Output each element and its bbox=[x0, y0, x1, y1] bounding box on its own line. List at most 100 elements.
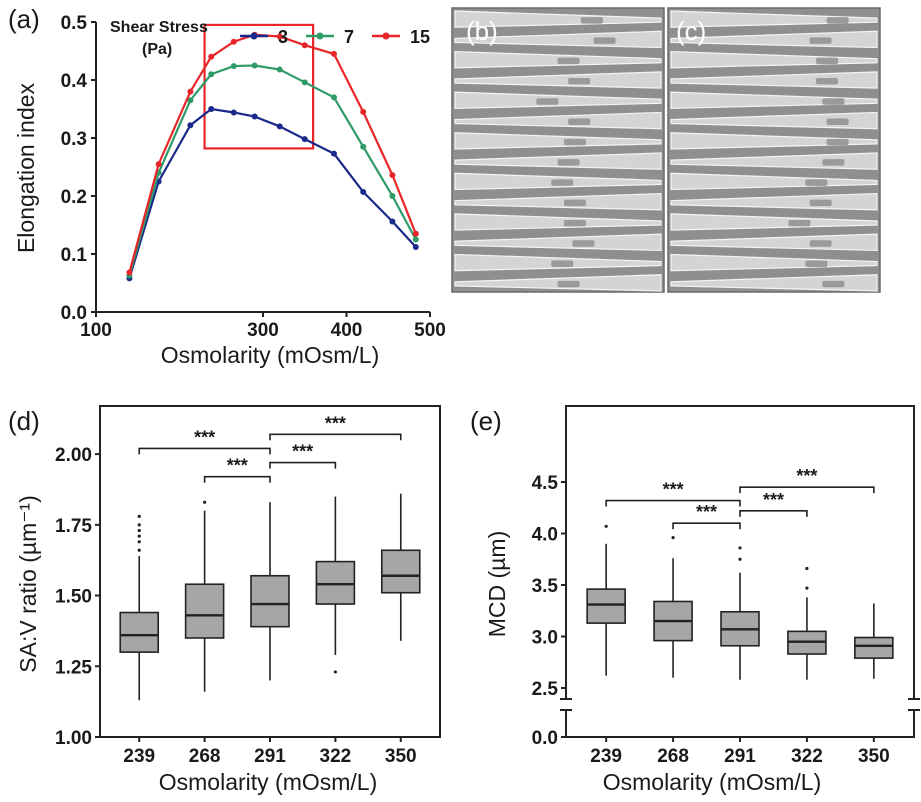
cell bbox=[557, 280, 580, 288]
channel bbox=[670, 213, 878, 231]
outlier-point bbox=[805, 566, 809, 571]
significance-label: *** bbox=[796, 466, 817, 486]
y-tick-label: 4.0 bbox=[532, 525, 558, 546]
cell bbox=[563, 219, 586, 227]
legend-title-line-2: (Pa) bbox=[142, 41, 172, 58]
a-x-tick-label: 400 bbox=[331, 320, 363, 341]
series-15-point bbox=[301, 42, 308, 49]
x-tick-label: 268 bbox=[657, 746, 689, 767]
outlier-point bbox=[137, 514, 141, 518]
cell bbox=[551, 260, 574, 268]
a-y-tick-label: 0.1 bbox=[61, 245, 88, 266]
e-y-axis-title: MCD (µm) bbox=[484, 531, 510, 638]
series-7-point bbox=[276, 66, 283, 73]
cell bbox=[557, 57, 580, 65]
series-7-point bbox=[330, 94, 337, 101]
d-x-axis-title: Osmolarity (mOsm/L) bbox=[159, 769, 378, 795]
legend-title-line-1: Shear Stress bbox=[110, 19, 208, 36]
cell bbox=[822, 98, 845, 105]
axis-break-gap bbox=[560, 699, 572, 711]
cell bbox=[805, 179, 828, 186]
significance-bracket bbox=[203, 475, 271, 483]
channel bbox=[454, 233, 662, 252]
series-7-point bbox=[251, 62, 258, 69]
outlier-point bbox=[604, 524, 608, 528]
cell bbox=[822, 280, 845, 288]
series-15-point bbox=[208, 53, 215, 60]
cell bbox=[822, 159, 845, 166]
significance-bracket bbox=[138, 447, 271, 455]
cell bbox=[536, 98, 559, 105]
panel-d: (d) SA:V ratio (µm⁻¹) Osmolarity (mOsm/L… bbox=[8, 405, 441, 795]
cell bbox=[816, 77, 838, 85]
a-y-tick-label: 0.3 bbox=[61, 129, 87, 150]
significance-label: *** bbox=[325, 413, 346, 433]
significance-bracket bbox=[269, 461, 337, 469]
outlier-point bbox=[738, 557, 742, 561]
x-tick-label: 239 bbox=[123, 746, 155, 767]
panel-c-label: (c) bbox=[676, 16, 706, 46]
box bbox=[380, 549, 421, 594]
y-tick-label: 0.0 bbox=[532, 728, 558, 749]
a-x-tick-label: 300 bbox=[247, 320, 279, 341]
cell bbox=[826, 138, 849, 146]
box bbox=[586, 588, 626, 624]
panel-a-label: (a) bbox=[8, 4, 40, 34]
significance-label: *** bbox=[227, 456, 248, 476]
x-tick-label: 268 bbox=[189, 746, 221, 767]
series-3-point bbox=[230, 109, 237, 116]
cell bbox=[563, 138, 586, 146]
significance-label: *** bbox=[763, 490, 784, 510]
cell bbox=[568, 118, 591, 126]
cell bbox=[805, 260, 828, 268]
box bbox=[854, 636, 894, 659]
significance-bracket bbox=[269, 433, 402, 441]
x-tick-label: 239 bbox=[590, 746, 622, 767]
panel-e: (e) MCD (µm) Osmolarity (mOsm/L) 0.0 2.5 3… bbox=[470, 405, 920, 795]
cell bbox=[826, 17, 849, 24]
series-15-point bbox=[276, 33, 283, 40]
significance-bracket bbox=[739, 486, 875, 494]
outlier-point bbox=[203, 500, 207, 504]
series-7-line bbox=[128, 64, 417, 276]
series-15-point bbox=[330, 50, 337, 57]
panel-b-image bbox=[451, 7, 665, 293]
cell bbox=[788, 219, 811, 227]
cell bbox=[826, 118, 849, 126]
significance-label: *** bbox=[194, 427, 215, 447]
a-y-tick-label: 0.5 bbox=[61, 13, 88, 34]
channel bbox=[454, 213, 662, 231]
series-7-point bbox=[208, 71, 215, 78]
cell bbox=[572, 240, 595, 247]
series-7-point bbox=[187, 97, 194, 104]
box bbox=[315, 560, 356, 605]
x-tick-label: 291 bbox=[724, 746, 756, 767]
box bbox=[184, 583, 225, 639]
y-tick-label: 3.0 bbox=[532, 628, 558, 649]
channel bbox=[454, 192, 662, 211]
series-7-point bbox=[389, 193, 396, 199]
series-15-point bbox=[126, 269, 133, 276]
y-tick-label: 2.00 bbox=[55, 445, 92, 466]
outlier-point bbox=[333, 670, 337, 674]
series-7-point bbox=[301, 79, 308, 86]
y-tick-label: 2.5 bbox=[532, 679, 559, 700]
e-x-axis-title: Osmolarity (mOsm/L) bbox=[603, 769, 822, 795]
panel-a: (a) 0.0 0.1 0.2 0.3 0.4 0.5 100 300 400 500 Shear… bbox=[8, 4, 446, 368]
series-3-point bbox=[412, 244, 419, 251]
series-3-point bbox=[389, 218, 396, 225]
a-y-tick-label: 0.4 bbox=[61, 71, 88, 92]
significance-label: *** bbox=[663, 480, 684, 500]
cell bbox=[557, 159, 580, 166]
legend-label-3: 3 bbox=[278, 27, 288, 47]
y-tick-label: 1.50 bbox=[55, 587, 92, 608]
panel-d-label: (d) bbox=[8, 406, 40, 436]
a-x-tick-label: 500 bbox=[414, 320, 446, 341]
series-7-point bbox=[360, 143, 367, 150]
series-3-line bbox=[128, 107, 417, 279]
series-7-point bbox=[230, 63, 237, 70]
series-15-point bbox=[155, 161, 162, 168]
channel bbox=[454, 71, 662, 89]
d-y-axis-title: SA:V ratio (µm⁻¹) bbox=[15, 495, 41, 672]
